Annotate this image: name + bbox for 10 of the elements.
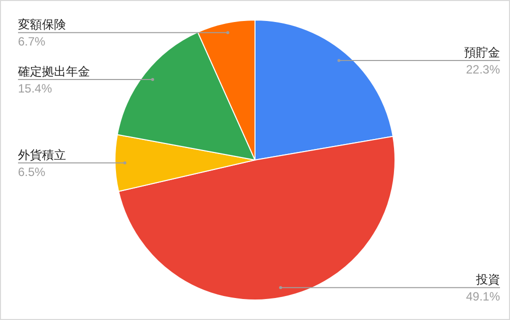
slice-label: 確定拠出年金 — [17, 64, 90, 79]
slice-label: 投資 — [475, 272, 500, 287]
slice-label: 変額保険 — [18, 18, 66, 32]
slice-label: 預貯金 — [464, 45, 500, 60]
data-label: 15.4% — [18, 82, 52, 96]
data-label: 6.7% — [18, 34, 46, 49]
slice-label: 外貨積立 — [18, 148, 66, 162]
data-label: 6.5% — [18, 164, 46, 179]
data-label: 49.1% — [466, 290, 500, 304]
data-label: 22.3% — [466, 62, 500, 76]
